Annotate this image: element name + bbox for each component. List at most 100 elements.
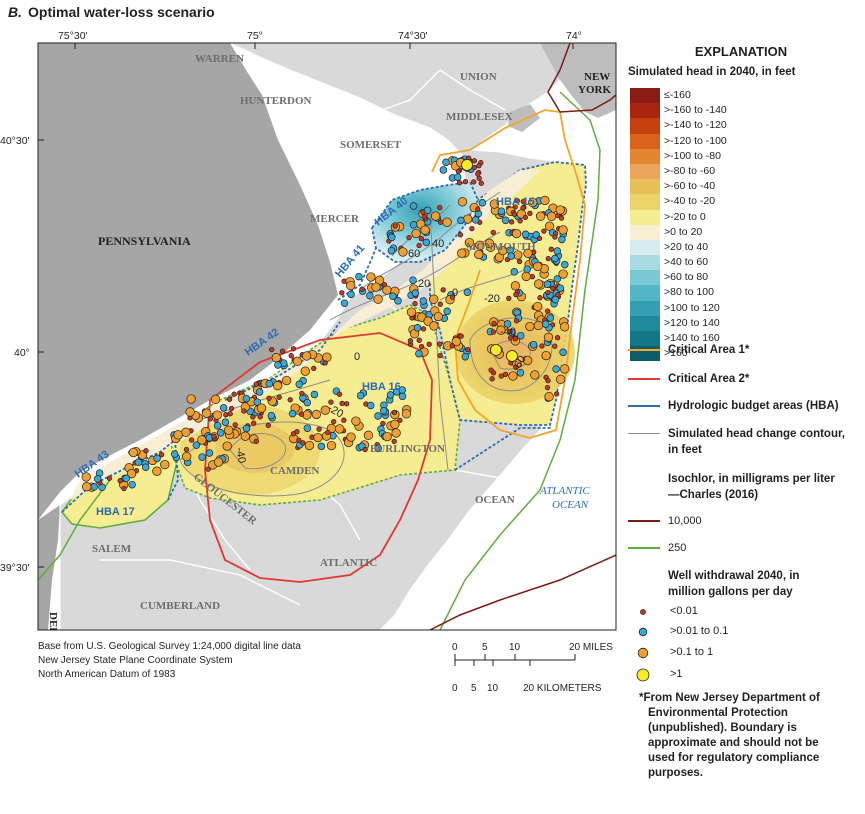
ramp-label-8: >-20 to 0 [664, 210, 706, 223]
well-point [409, 276, 417, 284]
pennsylvania-area [38, 43, 338, 520]
hba-17-label: HBA 17 [96, 506, 135, 518]
well-point [391, 438, 397, 445]
ramp-label-1: >-160 to -140 [664, 104, 727, 117]
well-point [409, 221, 418, 229]
map-frame [37, 42, 617, 631]
well-point [316, 426, 322, 432]
well-point [224, 425, 234, 435]
well-point [510, 281, 521, 291]
well-point [412, 300, 418, 307]
well-point [303, 424, 312, 432]
well-point [471, 158, 478, 164]
legend-critical-area-1-label: Critical Area 1* [668, 344, 750, 356]
well-point [514, 198, 520, 204]
well-point [555, 205, 565, 215]
state-new-york-2: YORK [578, 84, 611, 96]
ramp-swatch-14 [630, 300, 660, 316]
well-point [471, 179, 477, 185]
well-point [530, 370, 540, 380]
critical-area-1 [431, 109, 586, 439]
well-point [374, 444, 382, 453]
well-point [521, 271, 531, 282]
well-point [558, 269, 568, 279]
well-point [439, 166, 448, 174]
well-point [339, 290, 345, 296]
well-point [541, 228, 547, 234]
well-point [317, 442, 326, 451]
well-point [484, 238, 495, 248]
well-point [219, 404, 228, 412]
well-point [449, 294, 456, 300]
staten-island-area [508, 104, 540, 132]
legend-wells-title-2: million gallons per day [668, 586, 793, 598]
ramp-swatch-16 [630, 331, 660, 347]
well-point [287, 397, 293, 403]
well-point [453, 173, 462, 181]
well-point [422, 238, 431, 247]
well-point [556, 284, 565, 292]
well-point [82, 482, 92, 492]
well-point [192, 441, 201, 449]
well-point [545, 377, 551, 384]
well-point [81, 472, 91, 482]
well-point [442, 158, 450, 167]
well-point [541, 320, 550, 328]
well-point [304, 440, 315, 451]
well-point [496, 325, 506, 335]
well-point [489, 199, 500, 209]
well-point [528, 197, 538, 208]
well-point [356, 391, 365, 400]
well-point [382, 431, 392, 442]
contour-label-40: 40 [432, 238, 444, 250]
well-point [418, 235, 424, 242]
county-somerset: SOMERSET [340, 139, 402, 151]
well-point [456, 180, 463, 186]
wells [81, 155, 570, 492]
well-point [545, 255, 551, 262]
legend-hba: Hydrologic budget areas (HBA) [628, 400, 839, 412]
well-point [381, 281, 388, 288]
well-point [433, 311, 443, 322]
well-point [128, 480, 136, 489]
well-point [281, 375, 292, 386]
legend-isochlor-250: 250 [628, 542, 686, 554]
well-point [476, 163, 482, 169]
well-point [457, 232, 464, 238]
well-point [520, 205, 526, 211]
well-point [153, 454, 161, 463]
well-point [183, 446, 190, 453]
legend-isochlor-10000: 10,000 [628, 515, 702, 527]
well-point [339, 400, 345, 407]
new-york-area [540, 43, 616, 118]
legend-critical-area-2: Critical Area 2* [628, 373, 749, 385]
well-point [186, 394, 196, 404]
well-point [537, 295, 543, 301]
well-point [516, 258, 523, 265]
well-point [560, 364, 570, 374]
ramp-swatch-2 [630, 118, 660, 134]
well-point [546, 211, 557, 221]
well-point [134, 458, 143, 466]
ramp-label-0: ≤-160 [664, 89, 691, 101]
well-point [326, 440, 337, 451]
well-point [242, 424, 251, 433]
county-salem: SALEM [92, 543, 132, 555]
footnote-line-5: used for regulatory compliance [648, 752, 820, 764]
well-point [322, 360, 328, 366]
scale-mi-5: 5 [482, 642, 488, 653]
well-point [241, 408, 247, 414]
well-point [437, 352, 443, 359]
well-point [255, 388, 264, 396]
well-point [366, 401, 375, 410]
well-point [429, 321, 439, 331]
well-point [311, 409, 322, 420]
well-point [436, 341, 443, 347]
lon-label-75: 75° [247, 30, 263, 42]
scale-bar: 0 5 10 20 MILES 0 5 10 20 KILOMETERS [452, 642, 613, 694]
lat-label-40: 40° [14, 347, 30, 359]
county-middlesex: MIDDLESEX [446, 111, 513, 123]
ramp-swatch-15 [630, 315, 660, 331]
well-point [512, 336, 518, 342]
well-point [90, 483, 98, 491]
